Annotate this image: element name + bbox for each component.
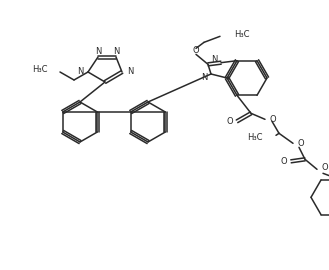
Text: O: O [321, 163, 328, 172]
Text: N: N [202, 73, 208, 82]
Text: H₃C: H₃C [234, 30, 249, 39]
Text: H₃C: H₃C [33, 66, 48, 75]
Text: O: O [269, 115, 276, 124]
Text: O: O [226, 117, 233, 126]
Text: N: N [95, 48, 101, 56]
Text: N: N [77, 68, 83, 76]
Text: N: N [212, 55, 218, 64]
Text: O: O [280, 157, 287, 166]
Text: O: O [297, 139, 304, 148]
Text: H₃C: H₃C [247, 133, 263, 142]
Text: N: N [113, 48, 119, 56]
Text: O: O [193, 46, 199, 55]
Text: N: N [127, 68, 133, 76]
